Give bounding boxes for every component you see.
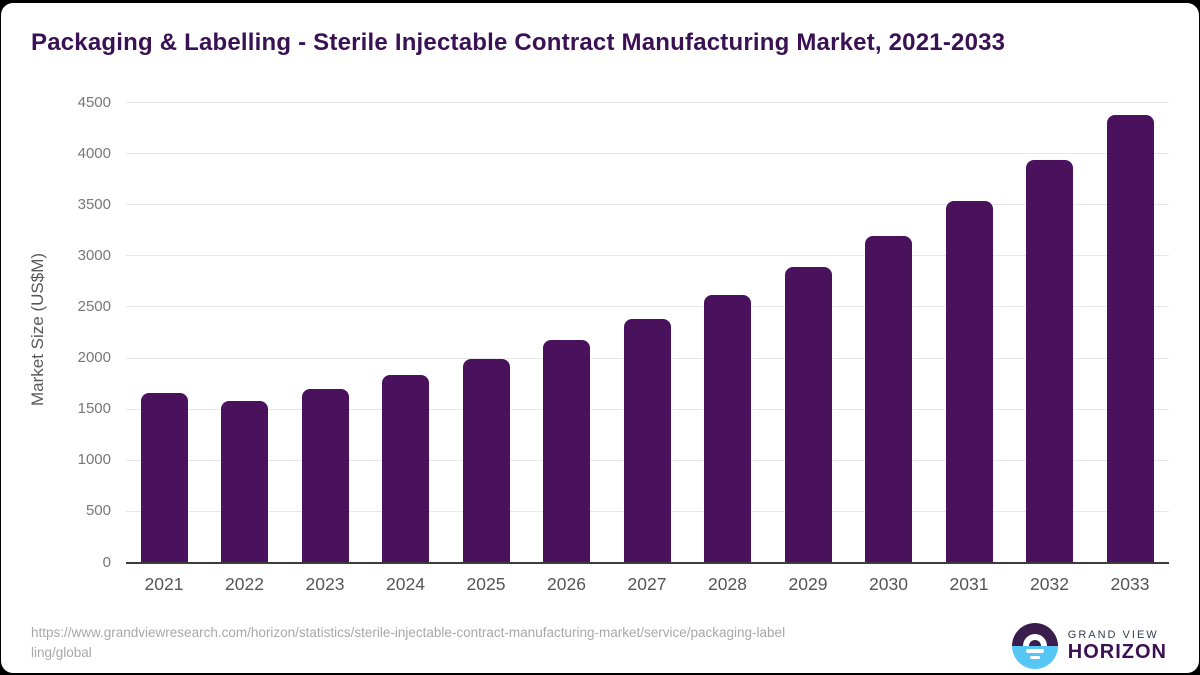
bar-2025[interactable] [462,358,510,562]
bar-2028[interactable] [704,295,751,562]
x-axis-line [126,562,1169,564]
logo-grand-view-text: GRAND VIEW [1067,628,1159,641]
x-tick-label-2029: 2029 [788,574,828,594]
x-tick-label-2026: 2026 [547,574,586,594]
x-tick-label-2021: 2021 [144,574,184,594]
bar-2031[interactable] [945,200,993,562]
bar-2023[interactable] [301,389,349,562]
x-tick-label-2032: 2032 [1030,574,1069,594]
horizon-dome-inner-shape [1028,640,1041,646]
y-tick-label-4000: 4000 [77,144,111,162]
y-tick-label-2500: 2500 [77,297,111,315]
bar-2024[interactable] [382,374,429,562]
y-tick-label-1500: 1500 [77,400,111,418]
source-url-line2: ling/global [31,644,92,660]
logo-horizon-text: HORIZON [1067,641,1167,664]
bar-2026[interactable] [543,339,590,562]
chart-card: Packaging & Labelling - Sterile Injectab… [1,3,1199,673]
bar-2033[interactable] [1106,114,1154,562]
y-tick-label-3000: 3000 [77,246,111,264]
y-tick-label-500: 500 [85,502,111,520]
gridline-2500 [126,306,1169,308]
horizon-line-shape [1025,649,1044,653]
y-tick-label-2000: 2000 [77,349,111,367]
bar-chart-plot-area: 0 500 1000 1500 2000 2500 3000 3500 4000 4500 2021… [1,3,1199,673]
x-tick-label-2033: 2033 [1110,574,1150,594]
gridline-4000 [126,153,1169,155]
horizon-line-shape [1029,655,1040,659]
y-tick-label-4500: 4500 [77,93,111,111]
logo-text: GRAND VIEW HORIZON [1068,629,1167,663]
x-tick-label-2030: 2030 [869,574,908,594]
bar-2032[interactable] [1026,160,1073,562]
x-tick-label-2024: 2024 [386,574,425,594]
y-tick-label-0: 0 [102,553,111,571]
source-url: https://www.grandviewresearch.com/horizo… [31,623,951,662]
grand-view-horizon-logo: GRAND VIEW HORIZON [1011,623,1167,669]
bar-2021[interactable] [140,393,188,562]
x-tick-label-2023: 2023 [305,574,345,594]
gridline-4500 [126,102,1169,103]
horizon-dome-shape [1022,634,1047,646]
bar-2030[interactable] [865,235,912,562]
horizon-sun-icon [1011,623,1058,669]
chart-title: Packaging & Labelling - Sterile Injectab… [31,29,1006,56]
y-tick-label-3500: 3500 [77,195,111,213]
gridline-3500 [126,204,1169,206]
x-tick-label-2025: 2025 [466,574,506,594]
bar-2029[interactable] [784,267,832,562]
bar-2027[interactable] [623,318,671,562]
gridline-3000 [126,255,1169,257]
source-url-line1: https://www.grandviewresearch.com/horizo… [31,625,786,640]
bar-2022[interactable] [221,401,268,562]
x-tick-label-2027: 2027 [627,574,667,594]
y-tick-label-1000: 1000 [77,451,111,469]
x-tick-label-2028: 2028 [708,574,747,594]
x-tick-label-2031: 2031 [949,574,989,594]
x-tick-label-2022: 2022 [225,574,264,594]
